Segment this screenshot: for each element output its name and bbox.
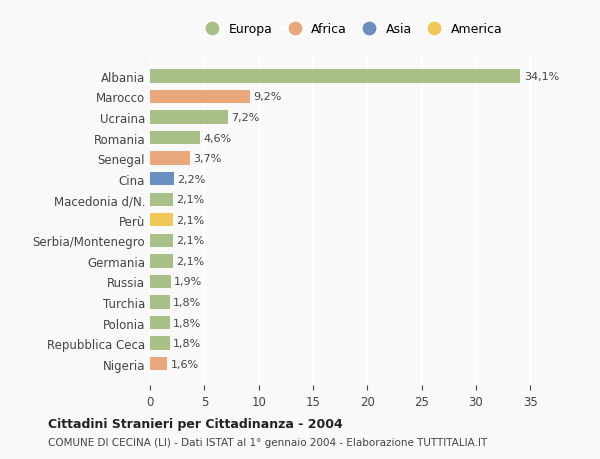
Text: 1,9%: 1,9% [174,277,202,287]
Text: 3,7%: 3,7% [193,154,222,164]
Text: Cittadini Stranieri per Cittadinanza - 2004: Cittadini Stranieri per Cittadinanza - 2… [48,417,343,430]
Bar [150,234,173,247]
Bar [150,316,170,330]
Text: 1,8%: 1,8% [173,338,201,348]
Bar [150,337,170,350]
Bar [150,132,200,145]
Bar [150,255,173,268]
Legend: Europa, Africa, Asia, America: Europa, Africa, Asia, America [194,18,508,41]
Text: 7,2%: 7,2% [232,113,260,123]
Text: COMUNE DI CECINA (LI) - Dati ISTAT al 1° gennaio 2004 - Elaborazione TUTTITALIA.: COMUNE DI CECINA (LI) - Dati ISTAT al 1°… [48,437,487,447]
Bar [150,173,174,186]
Text: 34,1%: 34,1% [524,72,559,82]
Text: 1,6%: 1,6% [170,359,199,369]
Bar [150,193,173,207]
Text: 9,2%: 9,2% [253,92,281,102]
Bar [150,90,250,104]
Bar [150,275,170,289]
Text: 2,2%: 2,2% [177,174,206,185]
Text: 4,6%: 4,6% [203,133,232,143]
Bar [150,213,173,227]
Bar [150,70,520,84]
Text: 2,1%: 2,1% [176,236,205,246]
Text: 2,1%: 2,1% [176,215,205,225]
Bar [150,111,228,124]
Text: 2,1%: 2,1% [176,256,205,266]
Bar [150,152,190,165]
Text: 1,8%: 1,8% [173,318,201,328]
Text: 2,1%: 2,1% [176,195,205,205]
Bar [150,296,170,309]
Bar [150,357,167,370]
Text: 1,8%: 1,8% [173,297,201,308]
